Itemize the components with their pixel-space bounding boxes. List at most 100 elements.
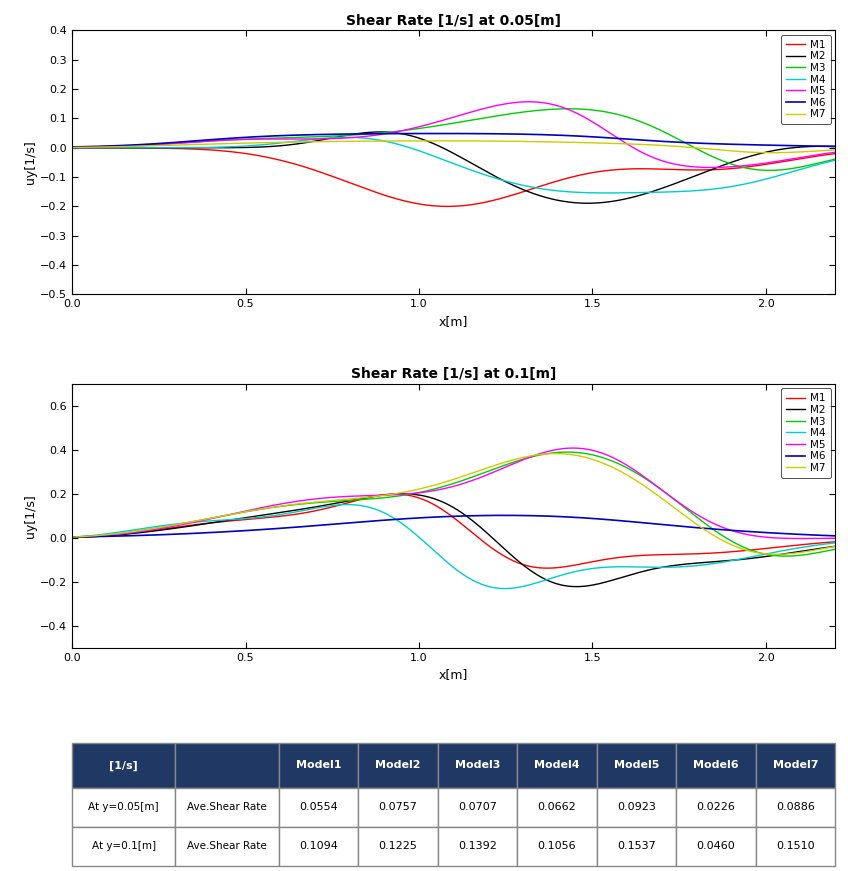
M3 [67, 142, 77, 152]
M2 [511, 554, 522, 564]
M7 [830, 145, 840, 155]
M3 [725, 535, 735, 545]
M2 [531, 569, 541, 579]
M7 [114, 528, 124, 538]
M5 [647, 152, 657, 162]
M2 [531, 189, 541, 199]
Legend: M1, M2, M3, M4, M5, M6, M7: M1, M2, M3, M4, M5, M6, M7 [781, 35, 831, 125]
M6 [67, 532, 77, 543]
M2 [398, 489, 408, 499]
M7 [531, 137, 541, 147]
M1 [531, 563, 541, 573]
M2 [376, 126, 386, 137]
M7 [830, 541, 840, 551]
M3 [530, 105, 540, 116]
M5 [830, 147, 840, 158]
M5 [726, 161, 736, 172]
M4 [726, 556, 736, 566]
M6 [554, 511, 564, 522]
M4 [341, 132, 351, 143]
M6 [67, 142, 77, 152]
M1 [830, 537, 840, 547]
M4 [648, 187, 658, 198]
Y-axis label: uy[1/s]: uy[1/s] [25, 494, 37, 538]
M7 [530, 450, 540, 461]
M7 [725, 539, 735, 550]
M2 [583, 198, 593, 208]
M3 [114, 141, 124, 152]
M5 [567, 442, 577, 453]
M7 [554, 449, 564, 459]
M3 [530, 451, 540, 462]
M6 [511, 129, 522, 139]
M2 [67, 143, 77, 153]
M4 [601, 188, 611, 199]
M5 [531, 97, 541, 107]
M3 [553, 447, 563, 457]
Line: M1: M1 [72, 148, 835, 206]
M3 [830, 154, 840, 165]
M3 [67, 532, 77, 543]
M1 [555, 562, 566, 572]
M3 [114, 528, 124, 538]
M4 [648, 562, 658, 572]
M3 [564, 104, 574, 114]
M7 [511, 136, 522, 146]
M4 [726, 181, 736, 192]
M4 [114, 143, 124, 153]
Line: M6: M6 [72, 516, 835, 537]
M4 [499, 584, 510, 594]
M5 [523, 97, 533, 107]
M3 [780, 550, 790, 561]
M4 [67, 532, 77, 543]
Line: M3: M3 [72, 109, 835, 171]
M7 [67, 142, 77, 152]
M1 [511, 557, 522, 567]
Legend: M1, M2, M3, M4, M5, M6, M7: M1, M2, M3, M4, M5, M6, M7 [781, 388, 831, 478]
M4 [342, 499, 352, 510]
M4 [554, 186, 564, 196]
M4 [830, 155, 840, 165]
M2 [726, 157, 736, 167]
M1 [67, 532, 77, 543]
M5 [554, 101, 564, 111]
M2 [114, 143, 124, 153]
M3 [561, 447, 572, 457]
M3 [553, 104, 563, 114]
M5 [510, 98, 521, 108]
M6 [830, 141, 840, 152]
M6 [830, 530, 840, 541]
M6 [531, 510, 541, 521]
X-axis label: x[m]: x[m] [439, 315, 468, 327]
M3 [764, 165, 774, 176]
M1 [443, 201, 453, 212]
M4 [114, 527, 124, 537]
M2 [67, 532, 77, 543]
Y-axis label: uy[1/s]: uy[1/s] [25, 140, 37, 185]
Line: M1: M1 [72, 494, 835, 568]
M7 [647, 486, 657, 496]
M6 [647, 518, 657, 529]
M6 [499, 510, 510, 521]
M7 [767, 147, 778, 158]
M5 [725, 525, 735, 536]
M6 [725, 139, 735, 150]
Line: M3: M3 [72, 452, 835, 556]
M4 [511, 179, 522, 189]
M1 [114, 530, 124, 540]
M5 [67, 142, 77, 152]
M1 [114, 143, 124, 153]
M6 [114, 530, 124, 541]
M5 [67, 532, 77, 543]
M1 [648, 550, 658, 560]
Line: M4: M4 [72, 138, 835, 193]
M1 [830, 148, 840, 159]
M3 [647, 121, 657, 132]
M2 [726, 555, 736, 565]
M7 [510, 454, 521, 464]
M1 [542, 563, 552, 573]
Line: M2: M2 [72, 494, 835, 587]
M7 [114, 141, 124, 152]
M3 [510, 456, 521, 467]
M7 [67, 532, 77, 543]
